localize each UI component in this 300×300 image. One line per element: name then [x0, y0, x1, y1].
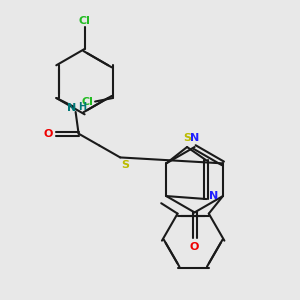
Text: N: N	[209, 191, 218, 201]
Text: Cl: Cl	[82, 97, 94, 107]
Text: S: S	[121, 160, 129, 170]
Text: H: H	[78, 102, 86, 112]
Text: N: N	[190, 133, 199, 142]
Text: S: S	[183, 133, 191, 142]
Text: N: N	[68, 103, 77, 113]
Text: O: O	[190, 242, 199, 252]
Text: Cl: Cl	[79, 16, 91, 26]
Text: O: O	[44, 129, 53, 139]
